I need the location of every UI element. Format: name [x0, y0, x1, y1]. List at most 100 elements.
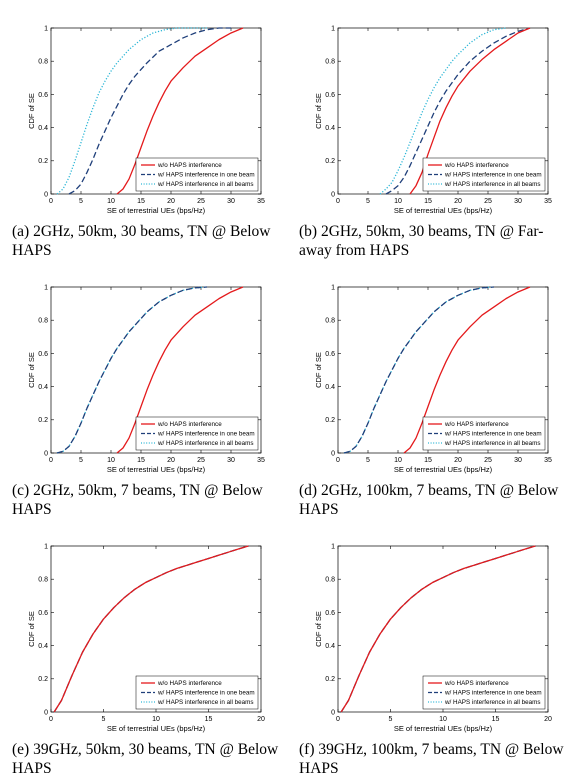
- y-tick-label: 0.4: [38, 643, 48, 650]
- y-tick-label: 1: [44, 543, 48, 550]
- y-tick-label: 0.8: [325, 318, 335, 325]
- x-tick-label: 25: [484, 457, 492, 464]
- legend-label: w/o HAPS interference: [444, 680, 509, 687]
- y-axis-title: CDF of SE: [314, 611, 323, 647]
- x-tick-label: 5: [102, 716, 106, 723]
- legend-box: [422, 416, 546, 451]
- x-tick-label: 20: [167, 457, 175, 464]
- series-line-solid: [116, 286, 244, 454]
- y-tick-label: 0.2: [38, 676, 48, 683]
- legend-label: w/o HAPS interference: [444, 162, 509, 169]
- x-tick-label: 5: [79, 457, 83, 464]
- legend-label: w/ HAPS interference in all beams: [444, 181, 541, 188]
- x-tick-label: 25: [484, 198, 492, 205]
- y-tick-label: 0: [44, 191, 48, 198]
- legend-label: w/o HAPS interference: [157, 421, 222, 428]
- legend-box: [135, 416, 259, 451]
- x-tick-label: 10: [439, 716, 447, 723]
- x-tick-label: 10: [107, 457, 115, 464]
- y-tick-label: 0.8: [38, 59, 48, 66]
- y-tick-label: 0.8: [325, 59, 335, 66]
- x-tick-label: 5: [366, 457, 370, 464]
- chart-a: 0 5 10 15 20 25 30 35 0 0.2 0.4 0.6 0.8 1 SE of terres…: [27, 25, 265, 215]
- x-tick-label: 15: [137, 198, 145, 205]
- y-tick-label: 0.8: [38, 318, 48, 325]
- y-tick-label: 0.6: [38, 610, 48, 617]
- x-axis-title: SE of terrestrial UEs (bps/Hz): [107, 724, 206, 733]
- y-tick-label: 0.6: [38, 92, 48, 99]
- y-tick-label: 0: [44, 709, 48, 716]
- x-axis-title: SE of terrestrial UEs (bps/Hz): [394, 206, 493, 215]
- x-tick-label: 35: [257, 457, 265, 464]
- x-tick-label: 5: [79, 198, 83, 205]
- legend-label: w/ HAPS interference in all beams: [444, 699, 541, 706]
- chart-d: 0 5 10 15 20 25 30 35 0 0.2 0.4 0.6 0.8 1 SE of terres…: [314, 284, 552, 474]
- panel-a: 0 5 10 15 20 25 30 35 0 0.2 0.4 0.6 0.8 1 SE of terres…: [0, 0, 286, 259]
- x-axis-title: SE of terrestrial UEs (bps/Hz): [394, 724, 493, 733]
- legend-label: w/ HAPS interference in all beams: [444, 440, 541, 447]
- y-axis-title: CDF of SE: [27, 611, 36, 647]
- y-tick-label: 1: [44, 284, 48, 291]
- legend-label: w/ HAPS interference in one beam: [157, 690, 255, 697]
- y-tick-label: 0: [44, 450, 48, 457]
- y-tick-label: 0: [331, 450, 335, 457]
- y-axis-title: CDF of SE: [27, 352, 36, 388]
- legend-label: w/ HAPS interference in all beams: [157, 699, 254, 706]
- y-tick-label: 0.6: [38, 351, 48, 358]
- y-tick-label: 0.4: [38, 384, 48, 391]
- y-tick-label: 1: [331, 25, 335, 32]
- series-line-dotted: [343, 286, 495, 454]
- y-tick-label: 0.8: [38, 577, 48, 584]
- x-tick-label: 25: [197, 457, 205, 464]
- legend-label: w/ HAPS interference in all beams: [157, 181, 254, 188]
- x-tick-label: 35: [544, 198, 552, 205]
- caption-e: (e) 39GHz, 50km, 30 beams, TN @ Below HA…: [12, 741, 279, 777]
- legend-label: w/ HAPS interference in all beams: [157, 440, 254, 447]
- x-tick-label: 15: [137, 457, 145, 464]
- series-line-dotted: [379, 27, 507, 195]
- chart-e: 0 5 10 15 20 0 0.2 0.4 0.6 0.8 1 SE of terrestrial …: [27, 543, 265, 733]
- series-line-solid: [53, 545, 249, 713]
- x-tick-label: 15: [424, 457, 432, 464]
- series-line-solid: [116, 27, 244, 195]
- legend-label: w/ HAPS interference in one beam: [157, 172, 255, 179]
- series-line-dashed: [68, 27, 231, 195]
- y-tick-label: 0.2: [325, 417, 335, 424]
- x-tick-label: 0: [336, 457, 340, 464]
- x-tick-label: 20: [257, 716, 265, 723]
- panel-c: 0 5 10 15 20 25 30 35 0 0.2 0.4 0.6 0.8 1 SE of terres…: [0, 259, 286, 518]
- y-tick-label: 1: [331, 543, 335, 550]
- legend-box: [422, 157, 546, 192]
- x-axis-title: SE of terrestrial UEs (bps/Hz): [107, 206, 206, 215]
- x-tick-label: 0: [336, 716, 340, 723]
- x-tick-label: 15: [205, 716, 213, 723]
- caption-a: (a) 2GHz, 50km, 30 beams, TN @ Below HAP…: [12, 223, 271, 259]
- x-tick-label: 20: [454, 457, 462, 464]
- chart-f: 0 5 10 15 20 0 0.2 0.4 0.6 0.8 1 SE of terrestrial …: [314, 543, 552, 733]
- x-tick-label: 10: [394, 457, 402, 464]
- x-tick-label: 30: [514, 198, 522, 205]
- x-axis-title: SE of terrestrial UEs (bps/Hz): [394, 465, 493, 474]
- y-axis-title: CDF of SE: [314, 352, 323, 388]
- x-tick-label: 0: [49, 457, 53, 464]
- x-tick-label: 35: [257, 198, 265, 205]
- legend-label: w/ HAPS interference in one beam: [157, 431, 255, 438]
- legend-label: w/o HAPS interference: [157, 162, 222, 169]
- x-tick-label: 5: [366, 198, 370, 205]
- y-tick-label: 0.2: [38, 417, 48, 424]
- legend-box: [422, 675, 546, 710]
- y-tick-label: 0.6: [325, 351, 335, 358]
- x-tick-label: 15: [492, 716, 500, 723]
- series-line-solid: [403, 286, 531, 454]
- legend-label: w/ HAPS interference in one beam: [444, 172, 542, 179]
- x-tick-label: 30: [227, 198, 235, 205]
- series-line-solid: [340, 545, 536, 713]
- y-axis-title: CDF of SE: [314, 93, 323, 129]
- x-tick-label: 0: [336, 198, 340, 205]
- y-axis-title: CDF of SE: [27, 93, 36, 129]
- chart-b: 0 5 10 15 20 25 30 35 0 0.2 0.4 0.6 0.8 1 SE of terres…: [314, 25, 552, 215]
- y-tick-label: 0.2: [325, 676, 335, 683]
- panel-b: 0 5 10 15 20 25 30 35 0 0.2 0.4 0.6 0.8 1 SE of terres…: [287, 0, 573, 259]
- panel-f: 0 5 10 15 20 0 0.2 0.4 0.6 0.8 1 SE of terrestrial …: [287, 518, 573, 777]
- x-tick-label: 0: [49, 716, 53, 723]
